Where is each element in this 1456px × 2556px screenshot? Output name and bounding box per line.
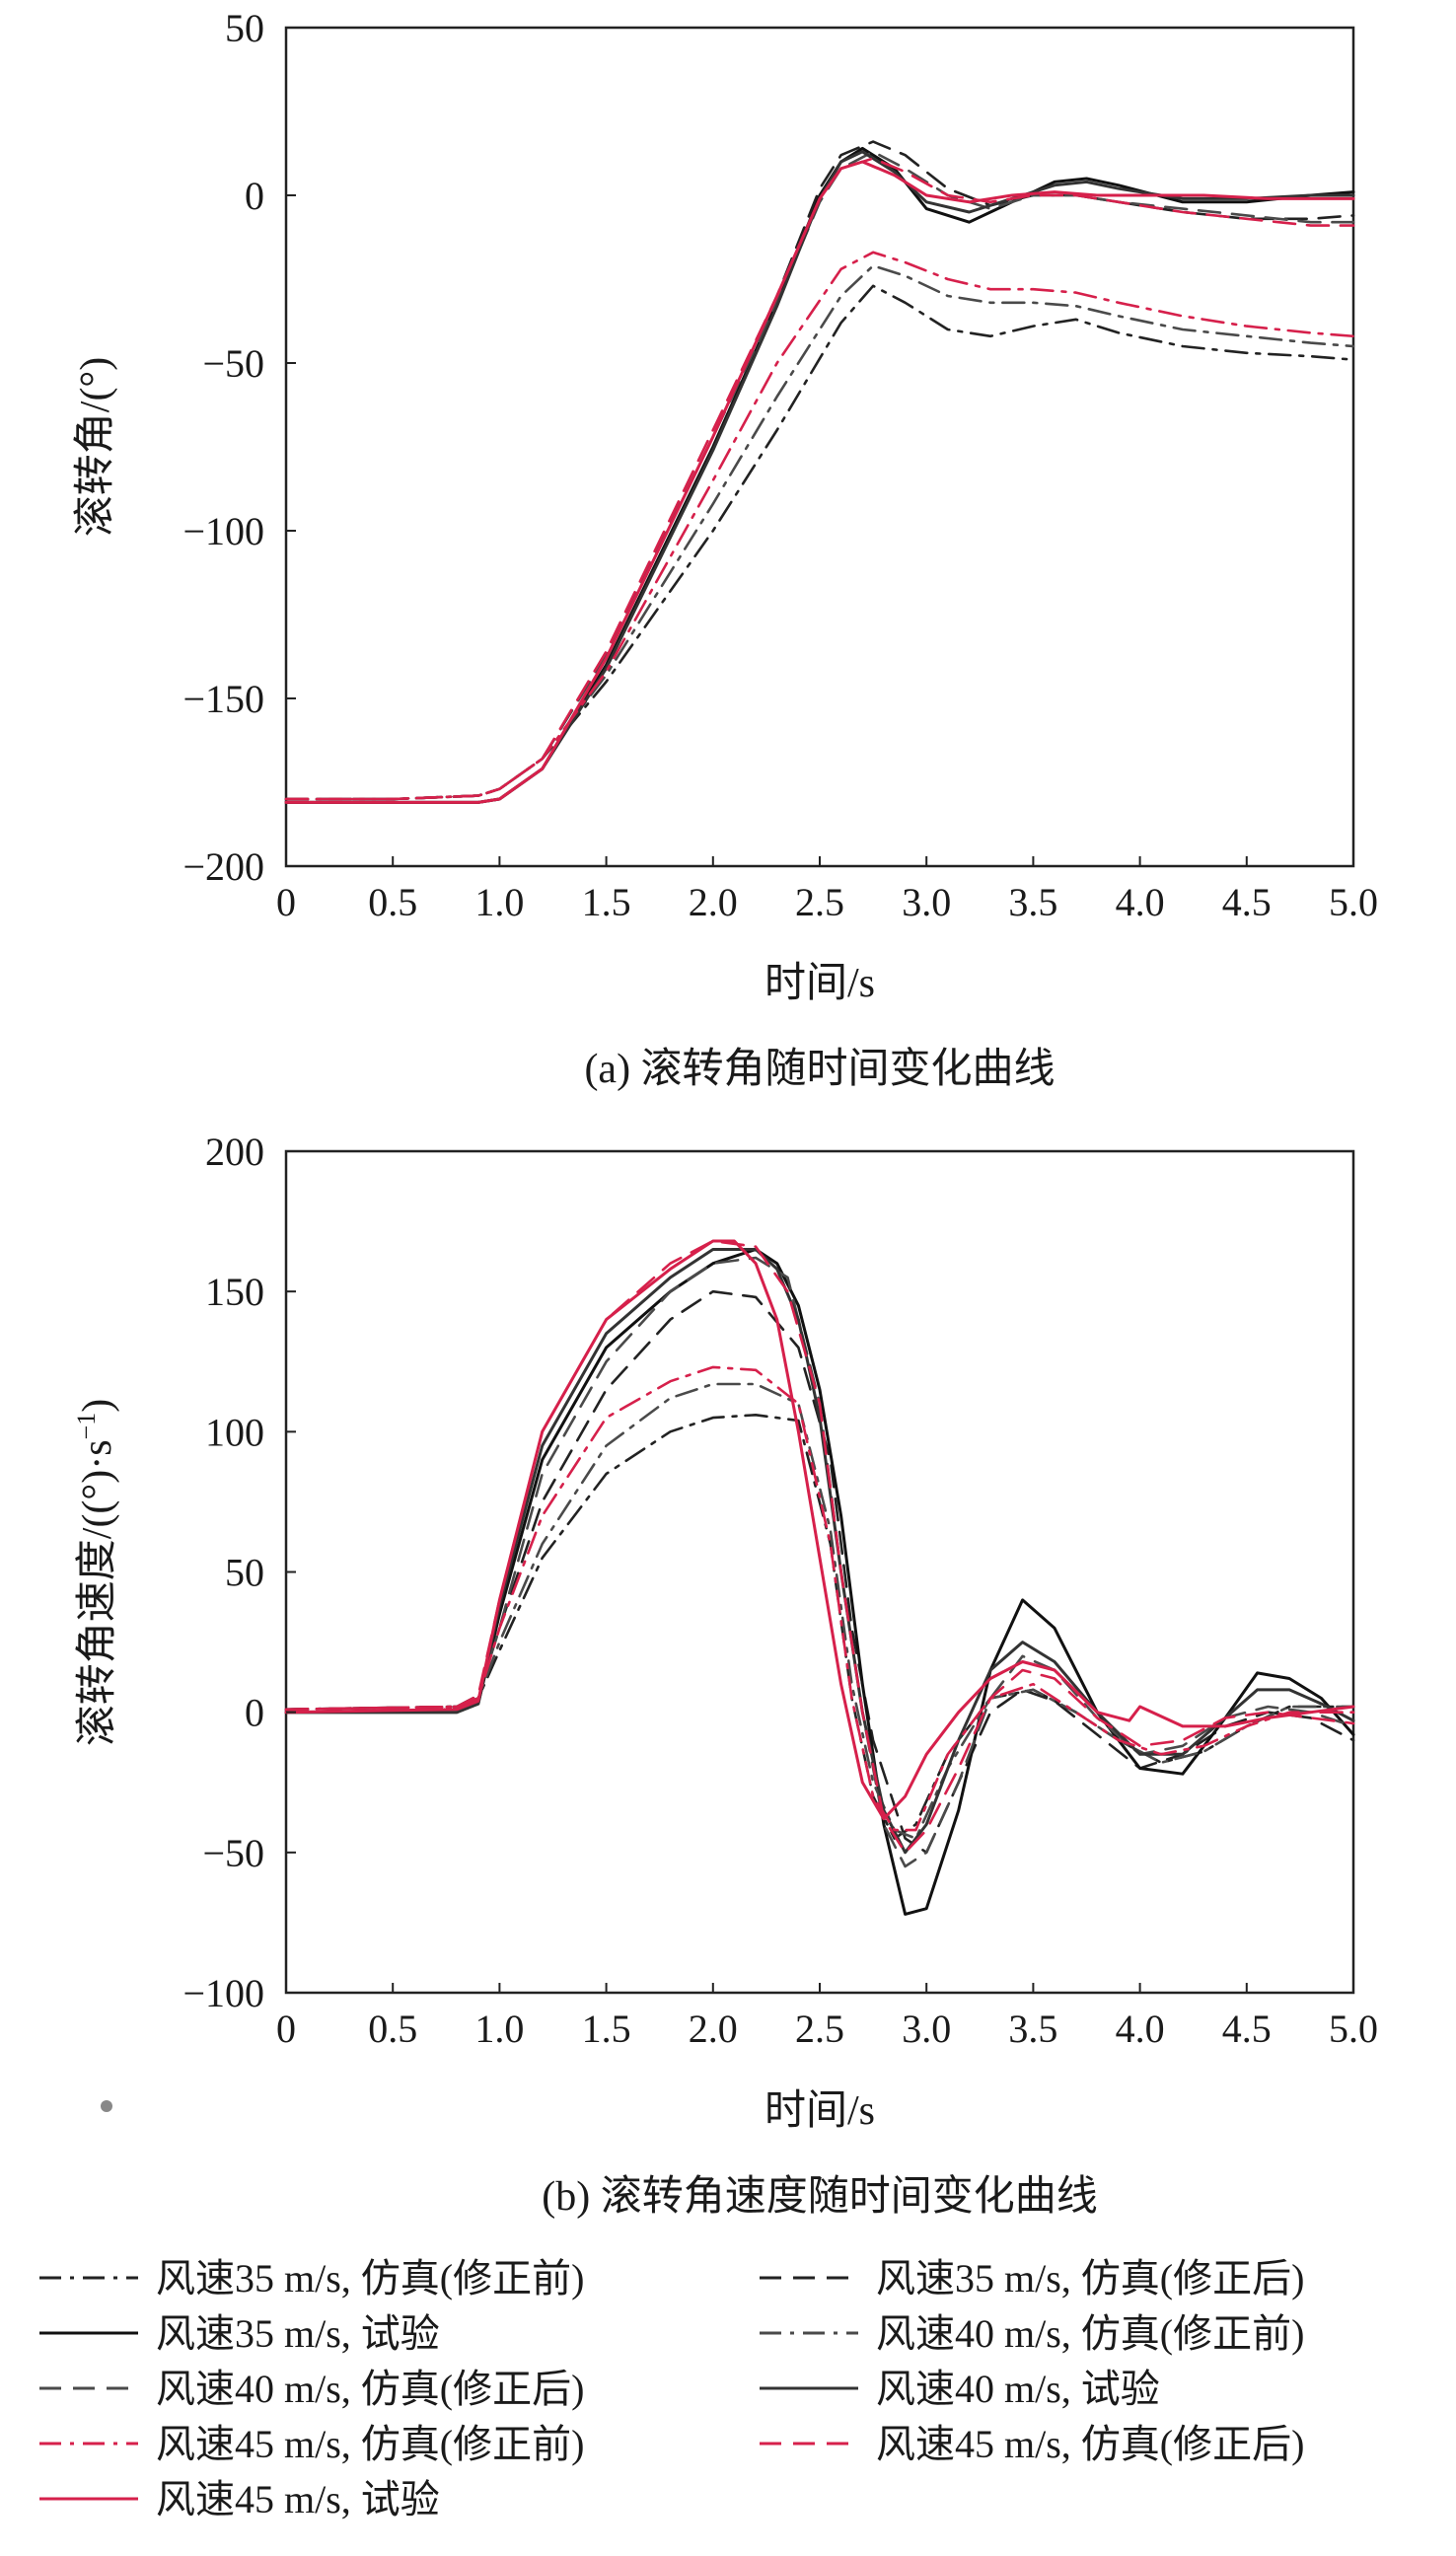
y-tick-label: −100 bbox=[182, 509, 264, 553]
legend-label-3: 风速40 m/s, 仿真(修正前) bbox=[876, 2311, 1304, 2356]
x-axis-label-b: 时间/s bbox=[764, 2088, 875, 2134]
legend-label-2: 风速35 m/s, 试验 bbox=[156, 2311, 440, 2356]
x-tick-label: 5.0 bbox=[1329, 880, 1378, 924]
x-tick-label: 2.5 bbox=[795, 880, 844, 924]
x-tick-label: 1.5 bbox=[582, 2007, 631, 2051]
series-line-a-1 bbox=[284, 140, 1355, 801]
x-tick-label: 1.5 bbox=[582, 880, 631, 924]
series-line-a-5 bbox=[284, 150, 1355, 804]
series-line-a-2 bbox=[284, 146, 1355, 804]
x-tick-label: 2.0 bbox=[689, 880, 738, 924]
x-tick-label: 2.5 bbox=[795, 2007, 844, 2051]
x-tick-label: 0 bbox=[276, 880, 296, 924]
caption-a: (a) 滚转角随时间变化曲线 bbox=[584, 1046, 1055, 1092]
legend-label-0: 风速35 m/s, 仿真(修正前) bbox=[156, 2256, 584, 2300]
x-tick-label: 2.0 bbox=[689, 2007, 738, 2051]
y-tick-label: 50 bbox=[225, 6, 264, 50]
y-tick-label: −50 bbox=[202, 341, 264, 386]
series-line-b-2 bbox=[284, 1248, 1355, 1916]
x-tick-label: 4.0 bbox=[1116, 880, 1165, 924]
series-line-a-6 bbox=[284, 251, 1355, 801]
x-tick-label: 4.5 bbox=[1222, 880, 1272, 924]
panel-b: −100 −50 0 50 100 150 200 0 0.5 1.0 1.5 2.0 2.5 3.0 3… bbox=[72, 1130, 1378, 2220]
y-axis-label-b: 滚转角速度/((°)·s−1) bbox=[72, 1399, 120, 1746]
legend-label-1: 风速35 m/s, 仿真(修正后) bbox=[876, 2256, 1304, 2300]
y-tick-label: 150 bbox=[205, 1270, 264, 1314]
x-tick-label: 3.5 bbox=[1008, 2007, 1057, 2051]
series-line-b-8 bbox=[284, 1239, 1355, 1821]
plot-frame-a bbox=[284, 26, 1355, 868]
panel-a: −200 −150 −100 −50 0 50 0 0.5 1.0 1.5 2.0 2.5 3.0 3.… bbox=[73, 6, 1378, 1092]
series-line-a-4 bbox=[284, 150, 1355, 801]
plot-frame-b bbox=[284, 1149, 1355, 1995]
y-tick-label: 200 bbox=[205, 1130, 264, 1174]
x-tick-label: 0.5 bbox=[368, 880, 417, 924]
legend-label-8: 风速45 m/s, 试验 bbox=[156, 2477, 440, 2521]
legend: 风速35 m/s, 仿真(修正前) 风速35 m/s, 仿真(修正后) 风速35 m… bbox=[39, 2256, 1304, 2521]
stray-dot bbox=[101, 2100, 112, 2112]
series-line-a-3 bbox=[284, 264, 1355, 801]
series-group-b bbox=[284, 1239, 1355, 1916]
y-ticks-b: −100 −50 0 50 100 150 200 bbox=[182, 1130, 296, 2015]
series-line-a-0 bbox=[284, 284, 1355, 801]
series-line-a-8 bbox=[284, 160, 1355, 804]
x-tick-label: 0.5 bbox=[368, 2007, 417, 2051]
x-axis-label-a: 时间/s bbox=[764, 961, 875, 1006]
legend-label-5: 风速40 m/s, 试验 bbox=[876, 2367, 1160, 2411]
x-tick-label: 3.0 bbox=[902, 880, 951, 924]
y-axis-label-b-main: 滚转角速度/((°)·s bbox=[75, 1439, 120, 1746]
series-line-b-5 bbox=[284, 1248, 1355, 1855]
y-axis-label-a: 滚转角/(°) bbox=[73, 357, 118, 537]
x-tick-label: 4.0 bbox=[1116, 2007, 1165, 2051]
y-axis-label-b-end: ) bbox=[75, 1399, 120, 1413]
series-line-b-3 bbox=[284, 1382, 1355, 1840]
y-tick-label: −100 bbox=[182, 1971, 264, 2015]
x-ticks-b: 0 0.5 1.0 1.5 2.0 2.5 3.0 3.5 4.0 4.5 5.0 bbox=[276, 1983, 1378, 2051]
x-ticks-a: 0 0.5 1.0 1.5 2.0 2.5 3.0 3.5 4.0 4.5 5.0 bbox=[276, 856, 1378, 924]
y-tick-label: 50 bbox=[225, 1551, 264, 1595]
y-tick-label: −200 bbox=[182, 844, 264, 889]
x-tick-label: 1.0 bbox=[474, 880, 524, 924]
x-tick-label: 1.0 bbox=[474, 2007, 524, 2051]
y-tick-label: −150 bbox=[182, 677, 264, 721]
y-tick-label: 0 bbox=[245, 174, 264, 218]
caption-b: (b) 滚转角速度随时间变化曲线 bbox=[542, 2173, 1097, 2220]
x-tick-label: 0 bbox=[276, 2007, 296, 2051]
y-tick-label: 0 bbox=[245, 1691, 264, 1735]
series-line-b-4 bbox=[284, 1256, 1355, 1868]
y-tick-label: −50 bbox=[202, 1831, 264, 1875]
series-line-b-6 bbox=[284, 1365, 1355, 1832]
series-line-a-7 bbox=[284, 157, 1355, 801]
legend-label-4: 风速40 m/s, 仿真(修正后) bbox=[156, 2367, 584, 2411]
x-tick-label: 3.5 bbox=[1008, 880, 1057, 924]
x-tick-label: 4.5 bbox=[1222, 2007, 1272, 2051]
series-line-b-1 bbox=[284, 1289, 1355, 1855]
x-tick-label: 5.0 bbox=[1329, 2007, 1378, 2051]
legend-label-6: 风速45 m/s, 仿真(修正前) bbox=[156, 2422, 584, 2466]
y-ticks-a: −200 −150 −100 −50 0 50 bbox=[182, 6, 296, 889]
series-group-a bbox=[284, 140, 1355, 804]
y-axis-label-b-sup: −1 bbox=[72, 1413, 101, 1440]
legend-label-7: 风速45 m/s, 仿真(修正后) bbox=[876, 2422, 1304, 2466]
series-line-b-0 bbox=[284, 1414, 1355, 1840]
y-tick-label: 100 bbox=[205, 1410, 264, 1454]
x-tick-label: 3.0 bbox=[902, 2007, 951, 2051]
